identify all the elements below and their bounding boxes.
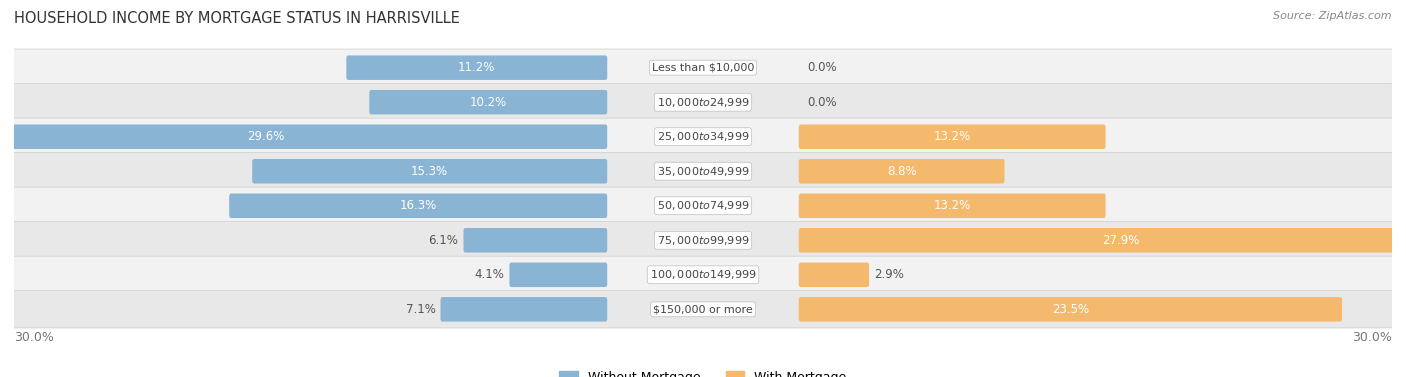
FancyBboxPatch shape [0, 124, 607, 149]
FancyBboxPatch shape [252, 159, 607, 184]
Text: $75,000 to $99,999: $75,000 to $99,999 [657, 234, 749, 247]
FancyBboxPatch shape [440, 297, 607, 322]
Text: 7.1%: 7.1% [405, 303, 436, 316]
Text: Less than $10,000: Less than $10,000 [652, 63, 754, 73]
Text: 27.9%: 27.9% [1102, 234, 1140, 247]
FancyBboxPatch shape [799, 262, 869, 287]
Text: 30.0%: 30.0% [1353, 331, 1392, 344]
Legend: Without Mortgage, With Mortgage: Without Mortgage, With Mortgage [554, 366, 852, 377]
FancyBboxPatch shape [799, 159, 1004, 184]
FancyBboxPatch shape [799, 297, 1343, 322]
Text: 29.6%: 29.6% [247, 130, 284, 143]
FancyBboxPatch shape [11, 222, 1395, 259]
Text: $100,000 to $149,999: $100,000 to $149,999 [650, 268, 756, 281]
Text: $150,000 or more: $150,000 or more [654, 304, 752, 314]
Text: 15.3%: 15.3% [411, 165, 449, 178]
FancyBboxPatch shape [464, 228, 607, 253]
FancyBboxPatch shape [11, 118, 1395, 155]
Text: 13.2%: 13.2% [934, 199, 970, 212]
FancyBboxPatch shape [11, 153, 1395, 190]
Text: 16.3%: 16.3% [399, 199, 437, 212]
FancyBboxPatch shape [799, 193, 1105, 218]
Text: $10,000 to $24,999: $10,000 to $24,999 [657, 96, 749, 109]
Text: 10.2%: 10.2% [470, 96, 508, 109]
FancyBboxPatch shape [799, 124, 1105, 149]
Text: HOUSEHOLD INCOME BY MORTGAGE STATUS IN HARRISVILLE: HOUSEHOLD INCOME BY MORTGAGE STATUS IN H… [14, 11, 460, 26]
Text: $25,000 to $34,999: $25,000 to $34,999 [657, 130, 749, 143]
Text: $50,000 to $74,999: $50,000 to $74,999 [657, 199, 749, 212]
FancyBboxPatch shape [11, 256, 1395, 293]
FancyBboxPatch shape [229, 193, 607, 218]
Text: 11.2%: 11.2% [458, 61, 495, 74]
FancyBboxPatch shape [11, 84, 1395, 121]
FancyBboxPatch shape [509, 262, 607, 287]
Text: 0.0%: 0.0% [807, 61, 837, 74]
FancyBboxPatch shape [11, 291, 1395, 328]
Text: $35,000 to $49,999: $35,000 to $49,999 [657, 165, 749, 178]
Text: 23.5%: 23.5% [1052, 303, 1090, 316]
Text: 13.2%: 13.2% [934, 130, 970, 143]
Text: 4.1%: 4.1% [474, 268, 505, 281]
FancyBboxPatch shape [346, 55, 607, 80]
FancyBboxPatch shape [11, 187, 1395, 224]
Text: 6.1%: 6.1% [429, 234, 458, 247]
FancyBboxPatch shape [370, 90, 607, 115]
Text: 30.0%: 30.0% [14, 331, 53, 344]
Text: 2.9%: 2.9% [875, 268, 904, 281]
Text: 8.8%: 8.8% [887, 165, 917, 178]
Text: 0.0%: 0.0% [807, 96, 837, 109]
FancyBboxPatch shape [799, 228, 1406, 253]
FancyBboxPatch shape [11, 49, 1395, 86]
Text: Source: ZipAtlas.com: Source: ZipAtlas.com [1274, 11, 1392, 21]
